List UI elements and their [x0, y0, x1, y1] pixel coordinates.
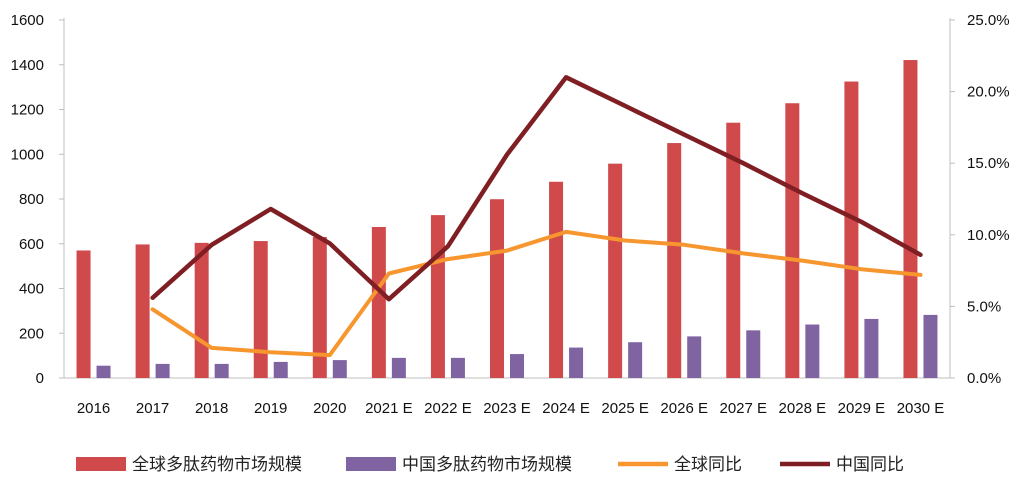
bar-china: [923, 314, 938, 378]
x-tick-label: 2023 E: [483, 400, 531, 417]
bar-china: [687, 336, 702, 378]
bar-china: [96, 365, 111, 378]
x-tick-label: 2025 E: [601, 400, 649, 417]
y-right-tick-label: 20.0%: [967, 84, 1010, 101]
line-global-yoy: [150, 229, 923, 358]
bar-global: [371, 226, 386, 378]
bar-china: [273, 361, 288, 378]
bar-china: [805, 324, 820, 378]
bar-global: [76, 250, 91, 378]
line-china-yoy: [150, 75, 923, 302]
y-left-tick-label: 0: [36, 370, 44, 387]
bar-global: [785, 103, 800, 379]
bar-global: [549, 181, 564, 378]
bar-global: [253, 241, 268, 378]
y-left-tick-label: 1200: [11, 102, 44, 119]
tick-labels: 0 200 400 600 800 1000 1200 1400 1600 0.0% 5.0% 10.…: [11, 12, 1010, 417]
x-tick-label: 2026 E: [660, 400, 708, 417]
lines: [150, 75, 923, 358]
x-tick-label: 2024 E: [542, 400, 590, 417]
y-left-tick-label: 1400: [11, 57, 44, 74]
y-left-tick-label: 1600: [11, 12, 44, 29]
bar-china: [510, 354, 524, 378]
bar-china: [746, 330, 761, 378]
legend-label: 中国多肽药物市场规模: [402, 455, 572, 475]
y-left-tick-label: 1000: [11, 146, 44, 163]
bar-china: [155, 363, 170, 378]
x-tick-label: 2028 E: [779, 400, 827, 417]
x-tick-label: 2021 E: [365, 400, 413, 417]
y-right-tick-label: 5.0%: [967, 298, 1001, 315]
legend-swatch: [346, 457, 396, 471]
legend-label: 全球多肽药物市场规模: [132, 455, 302, 475]
y-right-tick-label: 15.0%: [967, 155, 1010, 172]
y-left-tick-label: 200: [19, 325, 44, 342]
bar-global: [135, 244, 150, 378]
x-tick-label: 2018: [195, 400, 228, 417]
bar-china: [628, 342, 643, 378]
x-tick-label: 2027 E: [719, 400, 767, 417]
y-right-tick-label: 0.0%: [967, 370, 1001, 387]
bar-china: [569, 347, 584, 378]
y-left-tick-label: 400: [19, 281, 44, 298]
y-left-tick-label: 800: [19, 191, 44, 208]
bar-china: [864, 318, 879, 378]
y-right-tick-label: 25.0%: [967, 12, 1010, 29]
bar-global: [608, 163, 623, 378]
bar-global: [903, 60, 918, 379]
bar-global: [490, 199, 504, 378]
legend-label: 中国同比: [836, 455, 904, 475]
legend: 全球多肽药物市场规模 中国多肽药物市场规模 全球同比 中国同比: [76, 455, 904, 475]
bar-global: [194, 242, 209, 378]
x-tick-label: 2017: [136, 400, 169, 417]
y-left-tick-label: 600: [19, 236, 44, 253]
y-right-tick-label: 10.0%: [967, 227, 1010, 244]
bar-global: [844, 81, 859, 378]
bar-china: [391, 357, 406, 378]
x-tick-label: 2030 E: [897, 400, 945, 417]
bars: [76, 60, 938, 379]
legend-swatch: [76, 457, 126, 471]
bar-global: [430, 215, 445, 378]
bar-global: [312, 237, 327, 378]
bar-china: [214, 363, 229, 378]
bar-global: [667, 143, 682, 378]
x-tick-label: 2022 E: [424, 400, 472, 417]
x-tick-label: 2019: [254, 400, 287, 417]
bar-china: [450, 357, 465, 378]
legend-label: 全球同比: [674, 455, 742, 475]
bar-china: [332, 360, 347, 378]
axes: [59, 18, 955, 379]
x-tick-label: 2029 E: [838, 400, 886, 417]
x-tick-label: 2020: [313, 400, 346, 417]
x-tick-label: 2016: [77, 400, 110, 417]
